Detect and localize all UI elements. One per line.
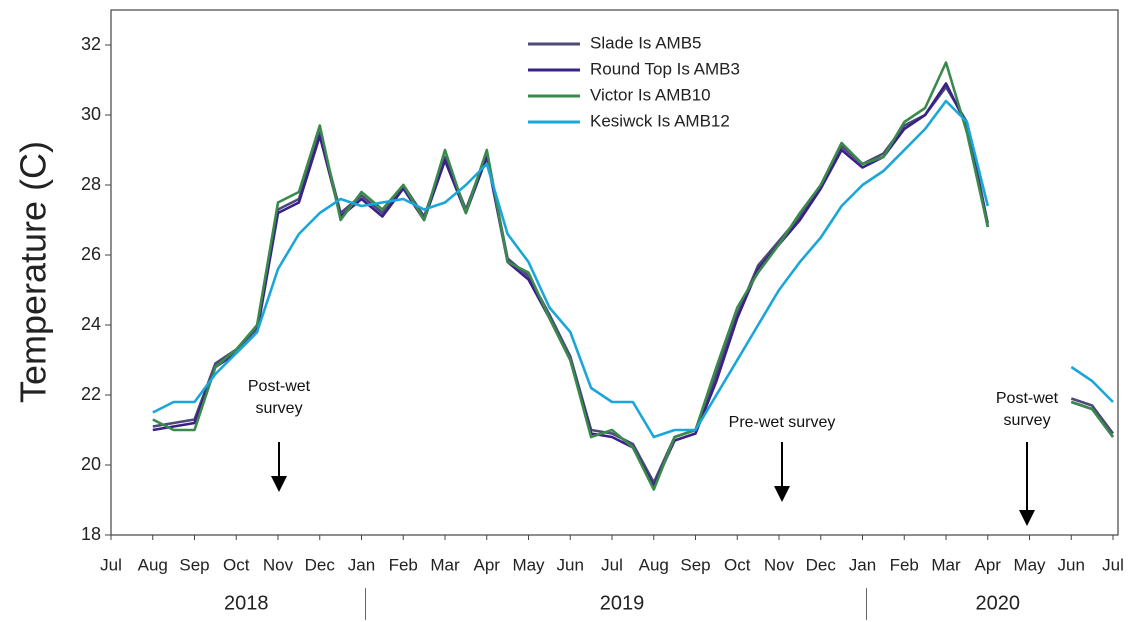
x-tick-label: Apr [975,555,1002,574]
plot-frame [110,9,1119,536]
y-tick-label: 24 [81,314,101,334]
y-tick-label: 30 [81,104,101,124]
x-tick-label: Jul [1102,555,1124,574]
legend-label: Kesiwck Is AMB12 [590,111,730,130]
year-label: 2019 [600,592,645,614]
y-tick-label: 32 [81,34,101,54]
x-tick-label: Apr [474,555,501,574]
x-tick-label: Oct [223,555,250,574]
x-tick-label: May [512,555,545,574]
x-tick-label: Jul [100,555,122,574]
x-tick-label: Nov [764,555,795,574]
x-tick-label: Mar [931,555,961,574]
x-tick-label: Feb [890,555,919,574]
x-tick-label: Jan [348,555,375,574]
legend-label: Victor Is AMB10 [590,85,711,104]
x-tick-label: Jun [1058,555,1085,574]
annotation: Post-wet survey [995,390,1059,429]
x-tick-label: Oct [724,555,751,574]
x-tick-label: May [1013,555,1046,574]
y-tick-label: 20 [81,454,101,474]
x-tick-label: Aug [639,555,669,574]
x-tick-label: Dec [305,555,336,574]
series-line [152,61,1115,491]
x-tick-label: Aug [138,555,168,574]
x-tick-label: Jul [601,555,623,574]
x-tick-label: Feb [389,555,418,574]
legend-label: Round Top Is AMB3 [590,59,740,78]
series-line [152,85,1115,484]
x-tick-label: Sep [680,555,710,574]
y-tick-label: 26 [81,244,101,264]
x-tick-label: Mar [430,555,460,574]
x-tick-label: Jun [557,555,584,574]
annotation: Pre-wet survey [728,414,836,431]
x-tick-label: Nov [263,555,294,574]
year-label: 2018 [224,592,269,614]
x-tick-label: Sep [179,555,209,574]
x-tick-label: Jan [849,555,876,574]
y-tick-label: 22 [81,384,101,404]
annotation: Post-wet survey [247,378,311,417]
series-line [152,99,1114,439]
legend-label: Slade Is AMB5 [590,33,702,52]
x-tick-label: Dec [806,555,837,574]
y-axis-label: Temperature (C) [13,141,54,403]
y-tick-label: 18 [81,524,101,544]
y-tick-label: 28 [81,174,101,194]
year-label: 2020 [976,592,1021,614]
